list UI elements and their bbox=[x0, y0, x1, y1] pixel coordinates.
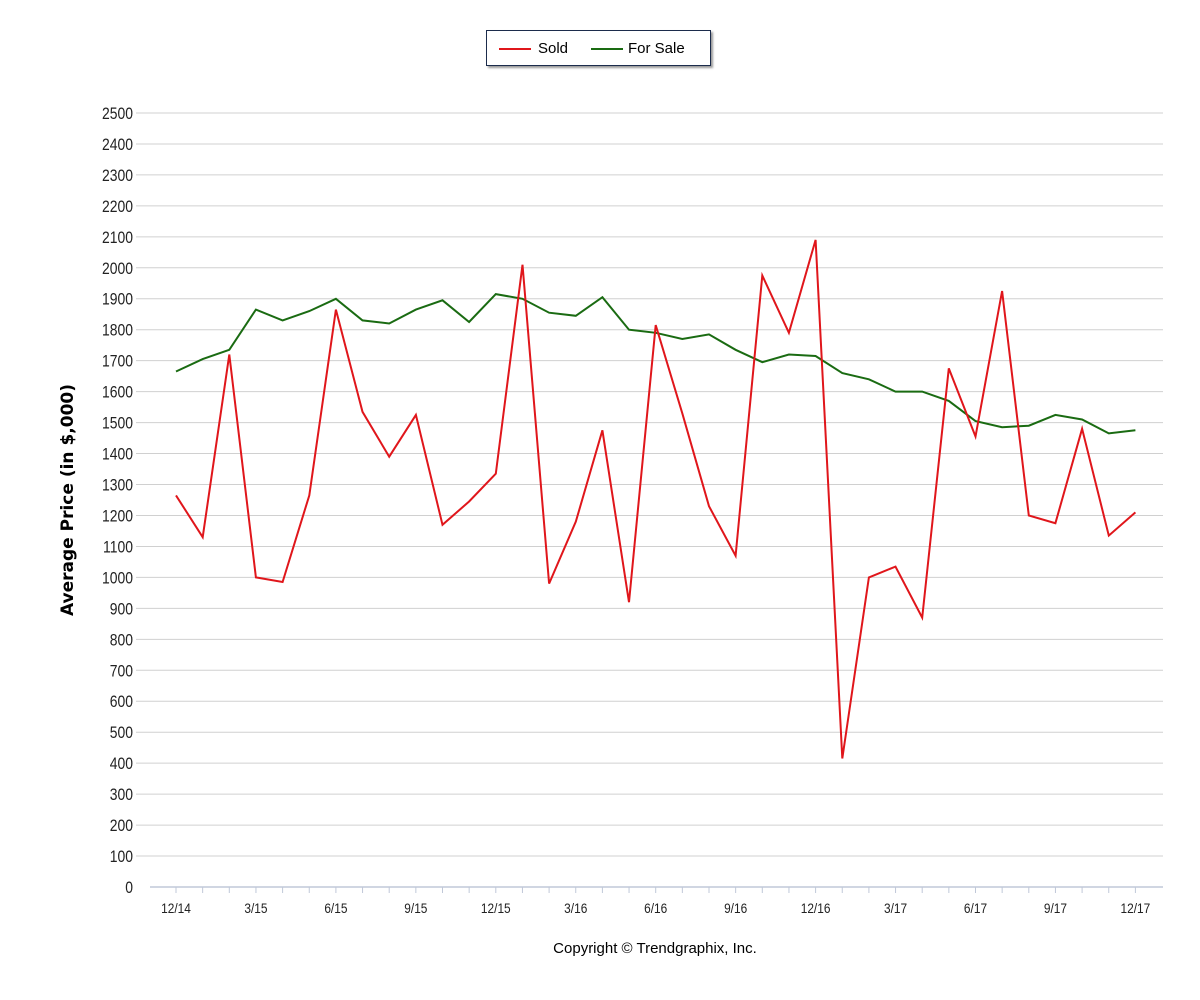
x-axis: 12/14 3/15 6/15 9/15 12/15 3/16 6/16 9/16 12/16 3… bbox=[150, 886, 1163, 916]
x-tick-label: 12/15 bbox=[481, 900, 511, 916]
y-tick-label: 100 bbox=[110, 848, 134, 867]
y-tick-label: 1200 bbox=[102, 507, 133, 526]
y-axis-tick-labels: 0 100 200 300 400 500 600 700 800 900 1000 1100 1200… bbox=[102, 105, 133, 898]
y-tick-label: 900 bbox=[110, 600, 134, 619]
y-axis-label: Average Price (in $,000) bbox=[58, 384, 78, 616]
y-tick-label: 2300 bbox=[102, 167, 133, 186]
y-tick-label: 1500 bbox=[102, 414, 133, 433]
x-tick-label: 12/16 bbox=[801, 900, 831, 916]
y-tick-label: 1600 bbox=[102, 383, 133, 402]
y-tick-label: 0 bbox=[125, 879, 133, 898]
x-tick-label: 6/15 bbox=[324, 900, 347, 916]
x-tick-label: 12/17 bbox=[1121, 900, 1151, 916]
legend-swatch-sold bbox=[499, 48, 531, 50]
y-tick-label: 2000 bbox=[102, 260, 133, 279]
y-tick-label: 700 bbox=[110, 662, 134, 681]
series-line-sold bbox=[175, 239, 1137, 759]
y-tick-label: 400 bbox=[110, 755, 134, 774]
x-tick-label: 3/15 bbox=[244, 900, 267, 916]
y-tick-label: 1000 bbox=[102, 569, 133, 588]
x-tick-label: 3/16 bbox=[564, 900, 587, 916]
y-tick-label: 1700 bbox=[102, 352, 133, 371]
legend-label-sold: Sold bbox=[538, 40, 569, 57]
x-tick-label: 9/17 bbox=[1044, 900, 1067, 916]
y-tick-label: 800 bbox=[110, 631, 134, 650]
y-tick-label: 500 bbox=[110, 724, 134, 743]
y-tick-label: 1400 bbox=[102, 445, 133, 464]
copyright-text: Copyright © Trendgraphix, Inc. bbox=[553, 940, 757, 957]
x-tick-label: 6/17 bbox=[964, 900, 987, 916]
x-tick-label: 6/16 bbox=[644, 900, 667, 916]
y-tick-label: 300 bbox=[110, 786, 134, 805]
y-tick-label: 2500 bbox=[102, 105, 133, 124]
y-tick-label: 600 bbox=[110, 693, 134, 712]
legend-swatch-for-sale bbox=[591, 48, 623, 50]
x-tick-label: 12/14 bbox=[161, 900, 191, 916]
y-tick-label: 1100 bbox=[103, 538, 133, 557]
gridlines bbox=[136, 112, 1163, 857]
x-tick-label: 9/15 bbox=[404, 900, 427, 916]
y-tick-label: 1900 bbox=[102, 291, 133, 310]
y-tick-label: 2100 bbox=[102, 229, 133, 248]
legend: Sold For Sale bbox=[486, 30, 711, 66]
legend-label-for-sale: For Sale bbox=[628, 40, 685, 57]
y-tick-label: 1300 bbox=[102, 476, 133, 495]
y-tick-label: 1800 bbox=[102, 322, 133, 341]
y-tick-label: 200 bbox=[110, 817, 134, 836]
x-tick-label: 3/17 bbox=[884, 900, 907, 916]
y-tick-label: 2200 bbox=[102, 198, 133, 217]
series-line-for-sale bbox=[175, 293, 1136, 435]
y-tick-label: 2400 bbox=[102, 136, 133, 155]
series-lines bbox=[175, 239, 1137, 759]
x-tick-label: 9/16 bbox=[724, 900, 747, 916]
